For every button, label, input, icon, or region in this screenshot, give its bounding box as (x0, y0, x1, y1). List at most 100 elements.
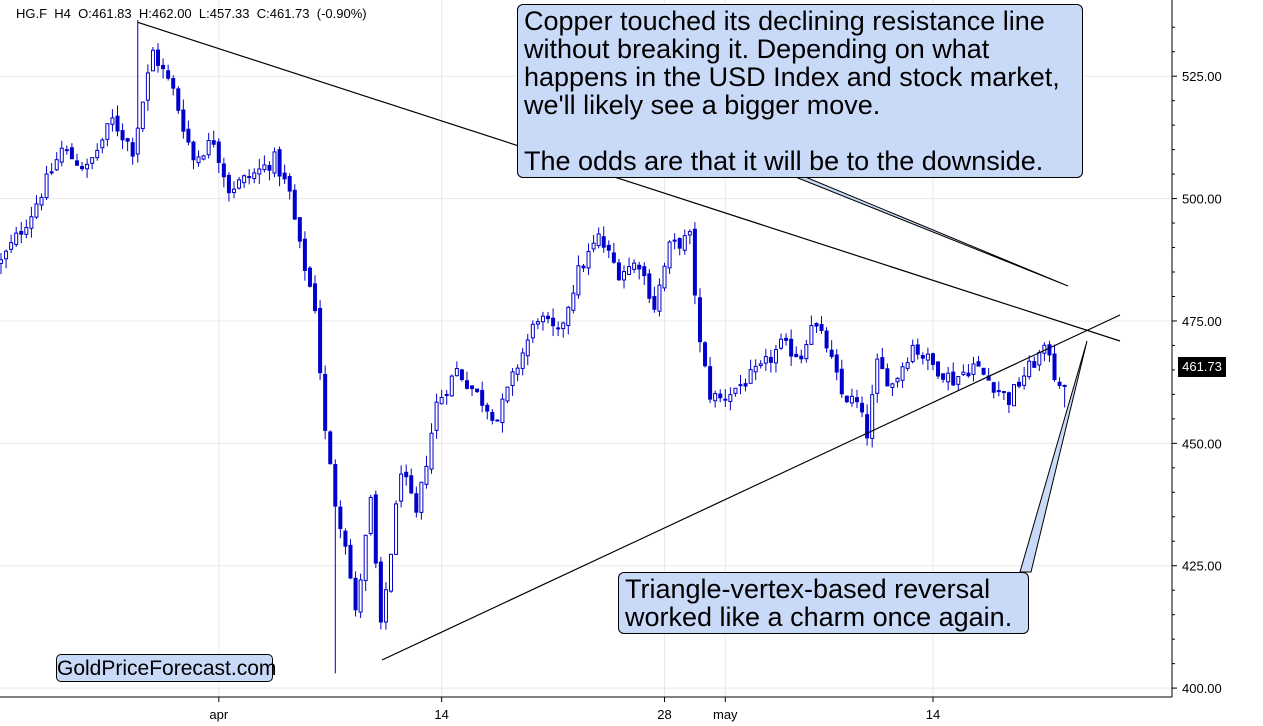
candle (135, 19, 140, 163)
candle (394, 500, 399, 555)
candle (140, 101, 145, 133)
candle (181, 99, 186, 139)
candle (586, 243, 591, 276)
candle (414, 486, 419, 518)
candle (708, 357, 713, 403)
candle (4, 249, 9, 269)
x-tick-label: 14 (926, 707, 940, 722)
candle (9, 234, 14, 253)
candle (601, 226, 606, 253)
y-axis-ticks: 400.00 425.00 450.00 475.00 500.00 525.00 (1172, 26, 1222, 696)
candle (0, 252, 3, 275)
candle (662, 262, 667, 292)
candle (49, 163, 54, 176)
candle (282, 164, 287, 184)
y-tick-label: 525.00 (1182, 69, 1222, 84)
resistance-trendline (137, 21, 1121, 342)
candle (150, 46, 155, 72)
candle (145, 64, 150, 111)
candle (748, 359, 753, 384)
candle (951, 362, 956, 387)
candle (606, 240, 611, 259)
candle (302, 231, 307, 281)
candle (201, 154, 206, 161)
candle (510, 368, 515, 396)
candle (237, 176, 242, 190)
candle (976, 356, 981, 367)
candle (353, 571, 358, 617)
candle (313, 275, 318, 314)
candle (34, 195, 39, 219)
candle (363, 534, 368, 592)
candle (424, 455, 429, 489)
candle (74, 153, 79, 166)
candle (723, 389, 728, 407)
candle (444, 390, 449, 405)
candle (773, 344, 778, 373)
candle (728, 387, 733, 411)
candle (459, 368, 464, 382)
candle (738, 374, 743, 395)
candle (627, 257, 632, 275)
reversal-callout: Triangle-vertex-based reversal worked li… (618, 572, 1029, 634)
candle (703, 341, 708, 368)
candle (297, 217, 302, 249)
candle (100, 137, 105, 154)
candle (186, 120, 191, 146)
candle (611, 242, 616, 264)
candle (1017, 377, 1022, 389)
candle (39, 193, 44, 211)
callout-conclusion: The odds are that it will be to the down… (524, 146, 1044, 176)
candle (333, 459, 338, 674)
candle (80, 162, 85, 171)
candle (642, 262, 647, 286)
candle (323, 365, 328, 440)
candle (196, 150, 201, 167)
candle (525, 333, 530, 366)
candle (105, 123, 110, 147)
candle (328, 430, 333, 465)
x-tick-label: may (713, 707, 738, 722)
candle (779, 333, 784, 350)
candle (292, 184, 297, 220)
candle (1062, 384, 1067, 408)
candle (44, 165, 49, 201)
candle (156, 43, 161, 73)
candle (110, 109, 115, 132)
candle (880, 347, 885, 370)
candle (930, 352, 935, 371)
candle (1052, 344, 1057, 382)
candle (829, 340, 834, 359)
candle (90, 157, 95, 170)
candle (495, 419, 500, 422)
candle (718, 389, 723, 403)
candle (758, 360, 763, 369)
candle (809, 315, 814, 345)
candle (819, 316, 824, 334)
candle (383, 582, 388, 630)
candle (464, 371, 469, 390)
candle (530, 320, 535, 343)
candle (176, 86, 181, 114)
candle (849, 388, 854, 407)
candle (763, 348, 768, 371)
callout-line: Copper touched its declining resistance … (524, 6, 1045, 36)
candle (348, 539, 353, 580)
brand-label: GoldPriceForecast.com (56, 654, 276, 682)
x-tick-label: 14 (434, 707, 448, 722)
close-value: C:461.73 (256, 6, 310, 21)
candle (768, 349, 773, 373)
candle (130, 137, 135, 165)
axis-frame (0, 0, 1173, 698)
candle (216, 138, 221, 174)
candle (621, 265, 626, 289)
candle (910, 339, 915, 364)
candle (54, 152, 59, 171)
candle (449, 374, 454, 397)
candle (343, 528, 348, 555)
candle (247, 169, 252, 185)
candle (267, 161, 272, 181)
candle (657, 278, 662, 317)
candle (277, 146, 282, 187)
last-price-badge: 461.73 (1178, 357, 1226, 377)
